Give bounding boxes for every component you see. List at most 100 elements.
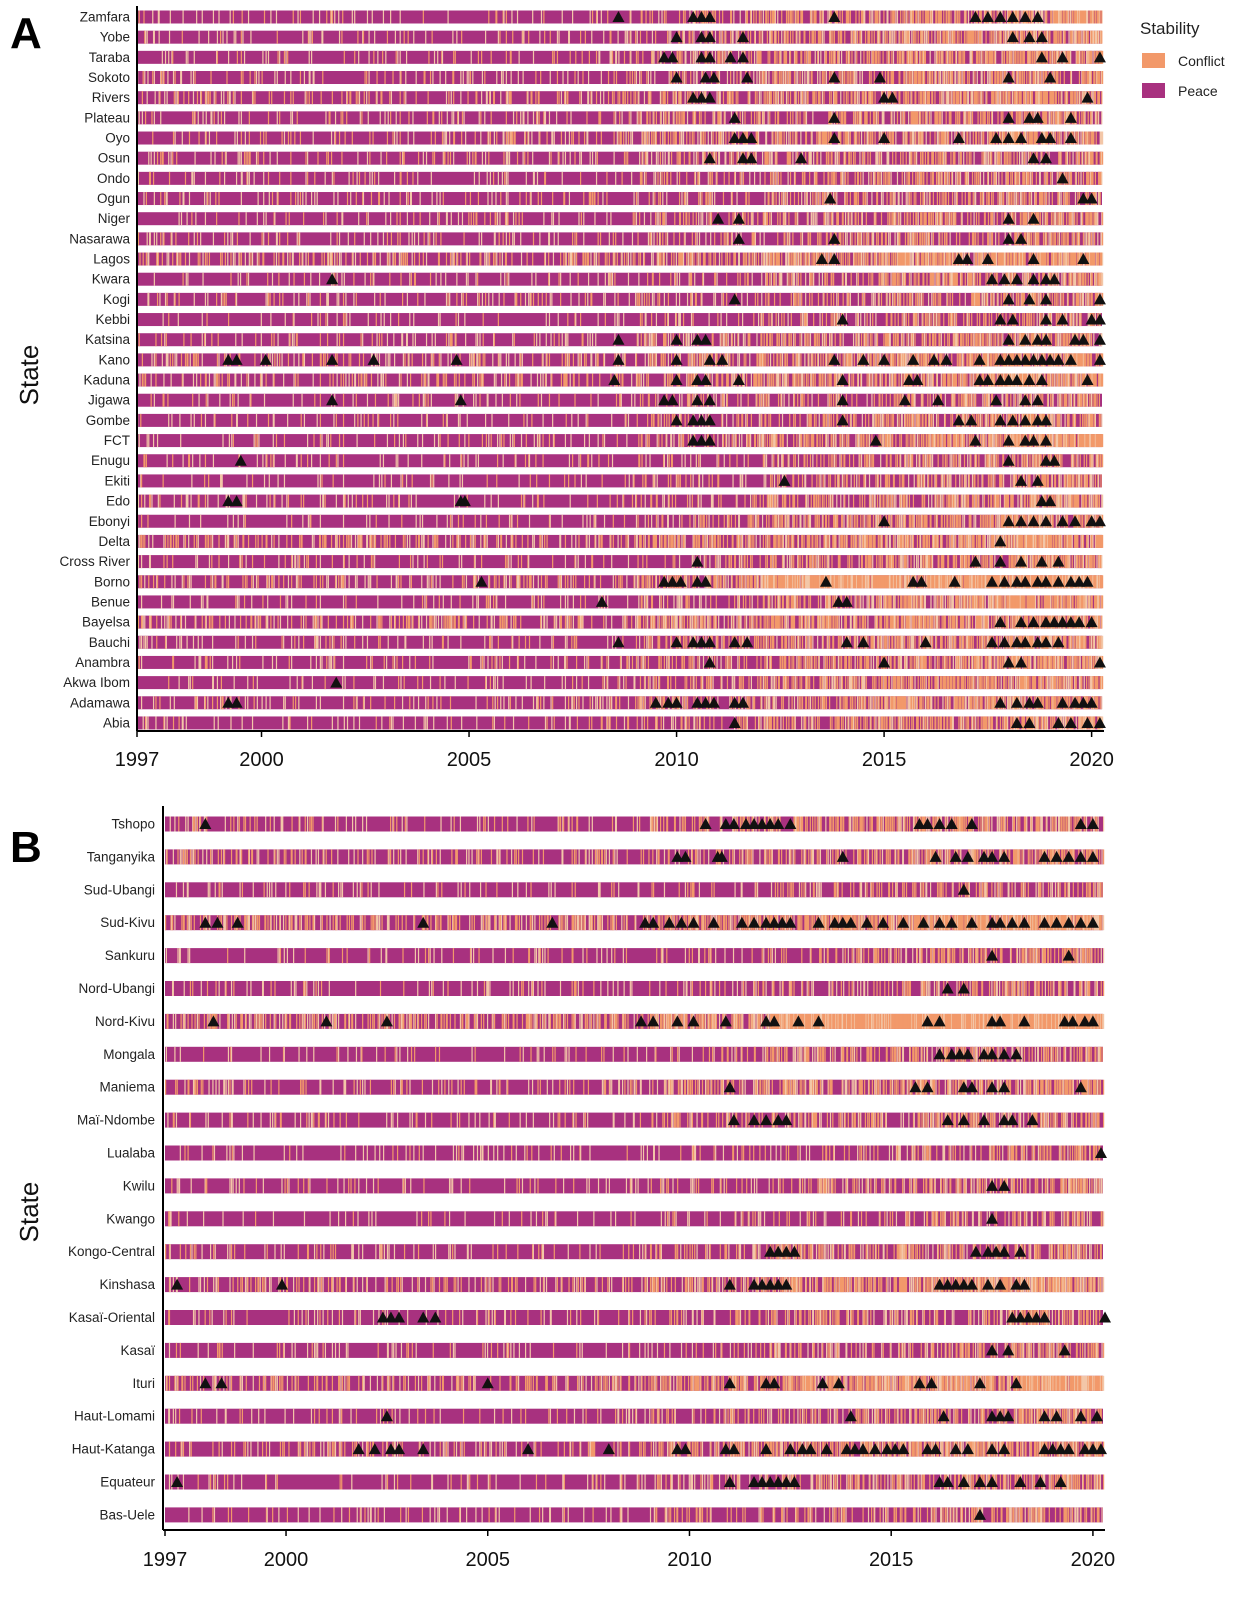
conflict-stripe bbox=[924, 91, 927, 105]
conflict-stripe bbox=[1088, 232, 1090, 246]
conflict-stripe bbox=[1082, 171, 1085, 185]
conflict-stripe bbox=[724, 151, 726, 165]
conflict-stripe bbox=[853, 131, 855, 145]
conflict-stripe bbox=[475, 91, 477, 105]
conflict-stripe bbox=[919, 171, 921, 185]
conflict-stripe bbox=[1100, 232, 1102, 246]
conflict-stripe bbox=[445, 272, 447, 286]
conflict-stripe bbox=[743, 252, 745, 266]
conflict-stripe bbox=[505, 50, 507, 64]
conflict-stripe bbox=[194, 151, 196, 165]
conflict-stripe bbox=[847, 252, 849, 266]
conflict-stripe bbox=[765, 272, 768, 286]
conflict-stripe bbox=[1077, 151, 1079, 165]
conflict-stripe bbox=[746, 192, 748, 206]
conflict-stripe bbox=[408, 232, 410, 246]
conflict-stripe bbox=[911, 91, 913, 105]
conflict-stripe bbox=[401, 252, 403, 266]
conflict-stripe bbox=[613, 252, 615, 266]
conflict-stripe bbox=[979, 30, 982, 44]
conflict-stripe bbox=[247, 171, 249, 185]
conflict-stripe bbox=[922, 252, 924, 266]
conflict-stripe bbox=[220, 111, 223, 125]
conflict-stripe bbox=[1070, 212, 1072, 226]
conflict-stripe bbox=[497, 171, 499, 185]
conflict-stripe bbox=[438, 212, 440, 226]
conflict-stripe bbox=[651, 272, 654, 286]
conflict-stripe bbox=[232, 252, 234, 266]
conflict-stripe bbox=[792, 252, 794, 266]
conflict-stripe bbox=[226, 30, 228, 44]
conflict-stripe bbox=[257, 192, 259, 206]
conflict-stripe bbox=[995, 171, 997, 185]
conflict-stripe bbox=[1097, 91, 1099, 105]
conflict-stripe bbox=[312, 10, 314, 24]
conflict-stripe bbox=[994, 171, 996, 185]
conflict-stripe bbox=[943, 272, 946, 286]
conflict-stripe bbox=[437, 252, 440, 266]
conflict-stripe bbox=[833, 171, 836, 185]
conflict-stripe bbox=[461, 212, 464, 226]
conflict-stripe bbox=[825, 50, 827, 64]
conflict-stripe bbox=[627, 151, 629, 165]
conflict-stripe bbox=[995, 30, 998, 44]
conflict-stripe bbox=[714, 10, 717, 24]
conflict-stripe bbox=[673, 111, 675, 125]
conflict-stripe bbox=[358, 50, 360, 64]
conflict-stripe bbox=[870, 10, 872, 24]
conflict-stripe bbox=[999, 252, 1002, 266]
conflict-stripe bbox=[916, 151, 918, 165]
conflict-stripe bbox=[582, 252, 584, 266]
conflict-stripe bbox=[922, 131, 924, 145]
conflict-stripe bbox=[1078, 151, 1080, 165]
conflict-stripe bbox=[984, 151, 986, 165]
conflict-stripe bbox=[935, 111, 938, 125]
conflict-stripe bbox=[147, 292, 149, 306]
conflict-stripe bbox=[813, 212, 815, 226]
conflict-stripe bbox=[415, 91, 417, 105]
conflict-stripe bbox=[505, 30, 507, 44]
conflict-stripe bbox=[721, 252, 723, 266]
conflict-stripe bbox=[368, 91, 370, 105]
conflict-stripe bbox=[1021, 252, 1023, 266]
conflict-stripe bbox=[491, 192, 493, 206]
conflict-stripe bbox=[773, 30, 776, 44]
conflict-stripe bbox=[949, 50, 951, 64]
conflict-stripe bbox=[1082, 151, 1084, 165]
conflict-stripe bbox=[967, 171, 970, 185]
conflict-stripe bbox=[705, 10, 707, 24]
conflict-stripe bbox=[922, 111, 924, 125]
conflict-stripe bbox=[675, 252, 677, 266]
conflict-stripe bbox=[1083, 50, 1085, 64]
conflict-stripe bbox=[908, 252, 911, 266]
conflict-stripe bbox=[217, 111, 219, 125]
conflict-stripe bbox=[204, 192, 206, 206]
conflict-stripe bbox=[969, 111, 971, 125]
conflict-stripe bbox=[912, 232, 915, 246]
conflict-stripe bbox=[893, 111, 895, 125]
conflict-stripe bbox=[952, 252, 954, 266]
conflict-stripe bbox=[222, 292, 224, 306]
conflict-stripe bbox=[902, 151, 904, 165]
conflict-stripe bbox=[951, 71, 953, 85]
conflict-stripe bbox=[1023, 30, 1025, 44]
conflict-stripe bbox=[958, 151, 960, 165]
conflict-stripe bbox=[478, 171, 480, 185]
conflict-stripe bbox=[386, 151, 388, 165]
conflict-stripe bbox=[584, 252, 586, 266]
conflict-stripe bbox=[963, 111, 965, 125]
conflict-stripe bbox=[774, 30, 776, 44]
conflict-stripe bbox=[757, 131, 760, 145]
conflict-stripe bbox=[659, 171, 662, 185]
conflict-stripe bbox=[663, 171, 665, 185]
conflict-stripe bbox=[955, 50, 958, 64]
conflict-stripe bbox=[786, 71, 788, 85]
conflict-stripe bbox=[1074, 171, 1077, 185]
conflict-stripe bbox=[212, 232, 215, 246]
conflict-stripe bbox=[774, 111, 776, 125]
conflict-stripe bbox=[796, 50, 798, 64]
conflict-stripe bbox=[633, 192, 635, 206]
conflict-stripe bbox=[912, 30, 915, 44]
conflict-stripe bbox=[857, 252, 859, 266]
conflict-stripe bbox=[775, 131, 777, 145]
